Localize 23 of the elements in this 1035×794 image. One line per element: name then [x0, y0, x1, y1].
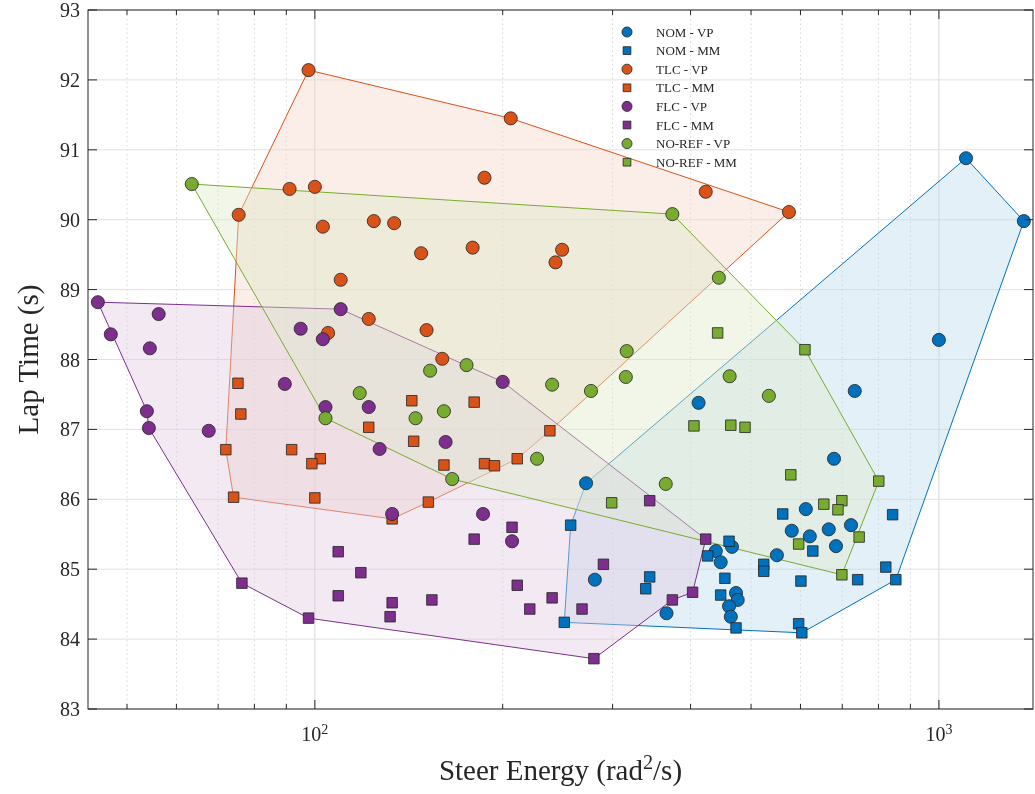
- legend-label: NO-REF - MM: [656, 154, 738, 170]
- y-tick-label: 83: [60, 698, 80, 720]
- y-tick-label: 93: [60, 0, 80, 21]
- legend-label: NO-REF - VP: [656, 136, 731, 152]
- legend-label: NOM - VP: [656, 24, 714, 40]
- y-tick-label: 87: [60, 418, 80, 441]
- y-tick-label: 90: [60, 208, 80, 231]
- y-tick-label: 89: [60, 278, 80, 301]
- y-tick-label: 92: [60, 68, 80, 91]
- x-axis-title: Steer Energy (rad$^{2}$/s): [438, 751, 683, 787]
- y-tick-label: 91: [60, 138, 80, 161]
- legend-label: FLC - MM: [656, 117, 715, 133]
- legend-label: TLC - MM: [656, 80, 715, 96]
- y-axis-title: Lap Time (s): [12, 284, 45, 435]
- y-tick-label: 88: [60, 348, 80, 371]
- legend-label: NOM - MM: [656, 43, 721, 59]
- legend-label: TLC - VP: [656, 61, 708, 77]
- y-tick-label: 84: [60, 628, 80, 651]
- y-tick-label: 85: [60, 558, 80, 581]
- legend-label: FLC - VP: [656, 98, 708, 114]
- x-tick-label: 10$^{3}$: [925, 721, 953, 745]
- x-tick-label: 10$^{2}$: [301, 721, 329, 745]
- y-tick-label: 86: [60, 488, 80, 511]
